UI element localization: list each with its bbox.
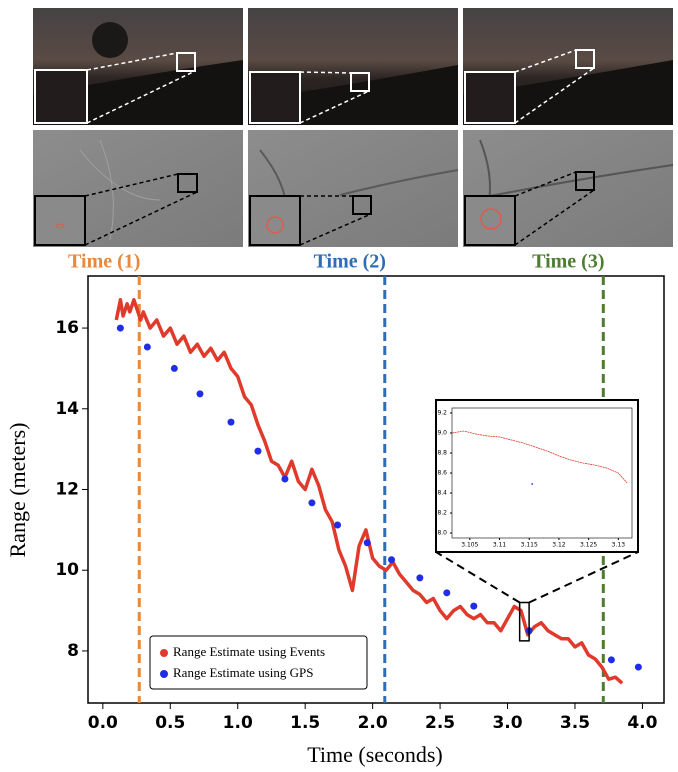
- frame-3: [463, 8, 673, 125]
- x-tick-label: 4.0: [627, 713, 657, 733]
- gps-point: [470, 602, 478, 610]
- legend-box: [149, 635, 368, 690]
- gps-point: [334, 521, 342, 529]
- plot-area: [451, 407, 633, 539]
- legend-label: Range Estimate using GPS: [173, 665, 313, 680]
- x-tick-label: 2.5: [425, 713, 455, 733]
- time-label: Time (1): [68, 251, 140, 273]
- y-tick-label: 8.6: [437, 470, 447, 477]
- frame-2: [248, 8, 458, 125]
- x-tick-label: 1.0: [223, 713, 253, 733]
- gps-point: [227, 418, 235, 426]
- gps-point: [443, 589, 451, 597]
- y-tick-label: 14: [55, 399, 79, 419]
- x-tick-label: 3.0: [492, 713, 522, 733]
- gps-point: [607, 656, 615, 664]
- gps-point: [634, 663, 642, 671]
- y-tick-label: 12: [55, 480, 79, 500]
- gps-point: [281, 475, 289, 483]
- gps-point: [308, 499, 316, 507]
- y-tick-label: 8.0: [437, 530, 447, 537]
- gps-point: [254, 447, 262, 455]
- time-label: Time (3): [532, 251, 604, 273]
- time-label: Time (2): [314, 251, 386, 273]
- y-tick-label: 8.4: [437, 490, 447, 497]
- gps-point: [363, 539, 371, 547]
- y-axis-label: Range (meters): [5, 423, 30, 558]
- gps-point: [116, 324, 124, 332]
- event-range-line: [114, 298, 624, 685]
- y-tick-label: 10: [55, 560, 79, 580]
- y-tick-label: 8.8: [437, 450, 447, 457]
- x-tick-label: 3.115: [521, 542, 538, 549]
- x-tick-label: 3.5: [560, 713, 590, 733]
- gps-point: [531, 483, 534, 485]
- gps-point: [170, 364, 178, 372]
- x-tick-label: 1.5: [290, 713, 320, 733]
- event-frame-1: [33, 130, 243, 247]
- y-tick-label: 16: [55, 318, 79, 338]
- y-tick-label: 9.0: [437, 430, 447, 437]
- gps-point: [416, 574, 424, 582]
- event-frame-2: [248, 130, 459, 247]
- frame-1: [33, 8, 243, 125]
- photo-panels: [33, 8, 674, 247]
- event-range-line: [451, 430, 628, 484]
- legend: Range Estimate using Events Range Estimat…: [149, 635, 368, 690]
- gps-point: [143, 343, 151, 351]
- zoom-box: [518, 601, 530, 642]
- legend-marker: [160, 649, 168, 657]
- x-tick-label: 2.0: [358, 713, 388, 733]
- y-tick-label: 9.2: [437, 410, 447, 417]
- x-tick-label: 0.5: [155, 713, 185, 733]
- x-axis-label: Time (seconds): [307, 742, 442, 767]
- gps-point: [196, 390, 204, 398]
- x-tick-label: 3.12: [552, 542, 566, 549]
- y-tick-label: 8.2: [437, 510, 447, 517]
- y-tick-label: 8: [67, 641, 79, 661]
- x-tick-label: 3.105: [461, 542, 478, 549]
- legend-marker: [160, 670, 168, 678]
- x-tick-label: 3.125: [580, 542, 597, 549]
- gps-point: [388, 556, 396, 564]
- x-tick-label: 0.0: [88, 713, 118, 733]
- legend-label: Range Estimate using Events: [173, 644, 325, 659]
- event-frame-3: [463, 130, 674, 247]
- x-tick-label: 3.11: [493, 542, 507, 549]
- zoom-connector: [435, 551, 639, 604]
- x-tick-label: 3.13: [612, 542, 626, 549]
